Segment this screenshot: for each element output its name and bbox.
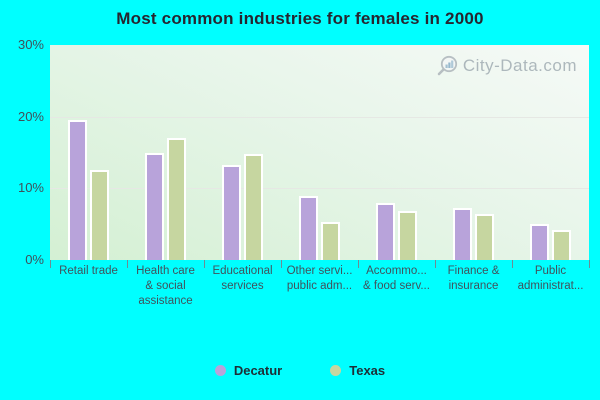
category-group: [127, 45, 204, 260]
watermark[interactable]: City-Data.com: [436, 55, 577, 77]
x-axis-label: Health care & social assistance: [136, 265, 195, 307]
bar-decatur: [530, 224, 549, 260]
category-group: [204, 45, 281, 260]
gridline: [50, 188, 589, 190]
bar-decatur: [68, 120, 87, 260]
watermark-label: City-Data.com: [462, 56, 577, 75]
x-axis-label: Accommo... & food serv...: [363, 265, 430, 292]
x-axis-tick: [127, 260, 128, 268]
x-axis-label: Educational services: [212, 265, 273, 292]
x-axis-label: Finance & insurance: [447, 265, 500, 292]
bar-texas: [90, 169, 109, 260]
x-axis-label: Public administrat...: [517, 265, 584, 292]
bar-texas: [475, 214, 494, 260]
category-group: [50, 45, 127, 260]
legend-swatch-icon: [330, 365, 342, 376]
category-group: [281, 45, 358, 260]
category-group: [435, 45, 512, 260]
y-axis-label: 0%: [25, 252, 44, 267]
x-axis-labels: Retail trade Health care & social assistanc…: [50, 264, 589, 309]
category-group: [512, 45, 589, 260]
bar-decatur: [299, 195, 318, 260]
bar-texas: [398, 210, 417, 260]
plot-area: City-Data.com: [50, 45, 589, 260]
magnifier-icon: [437, 55, 457, 76]
bar-decatur: [453, 207, 472, 260]
legend: Decatur Texas: [0, 363, 600, 378]
y-axis-label: 20%: [17, 108, 44, 124]
legend-label: Texas: [349, 363, 386, 378]
bars-container: [50, 45, 589, 260]
x-axis-tick: [281, 260, 282, 268]
legend-item-texas: Texas: [330, 363, 385, 378]
category-group: [358, 45, 435, 260]
bar-texas: [167, 138, 186, 260]
bar-texas: [552, 229, 571, 260]
x-axis-tick: [435, 260, 436, 268]
legend-label: Decatur: [233, 363, 283, 378]
x-axis-tick: [204, 260, 205, 268]
y-axis-label: 30%: [17, 37, 44, 52]
x-axis-tick: [589, 260, 590, 268]
x-axis-tick: [512, 260, 513, 268]
x-axis-tick: [50, 260, 51, 268]
chart-title: Most common industries for females in 20…: [116, 9, 484, 28]
legend-swatch-icon: [214, 365, 226, 376]
bar-texas: [321, 222, 340, 260]
bar-decatur: [145, 153, 164, 260]
bar-texas: [244, 153, 263, 260]
x-axis-tick: [358, 260, 359, 268]
gridline: [50, 116, 589, 118]
x-axis-label: Retail trade: [59, 265, 118, 277]
y-axis-label: 10%: [17, 180, 44, 196]
bar-decatur: [222, 164, 241, 260]
x-axis-label: Other servi... public adm...: [286, 265, 353, 292]
bar-decatur: [376, 203, 395, 260]
legend-item-decatur: Decatur: [214, 363, 283, 378]
